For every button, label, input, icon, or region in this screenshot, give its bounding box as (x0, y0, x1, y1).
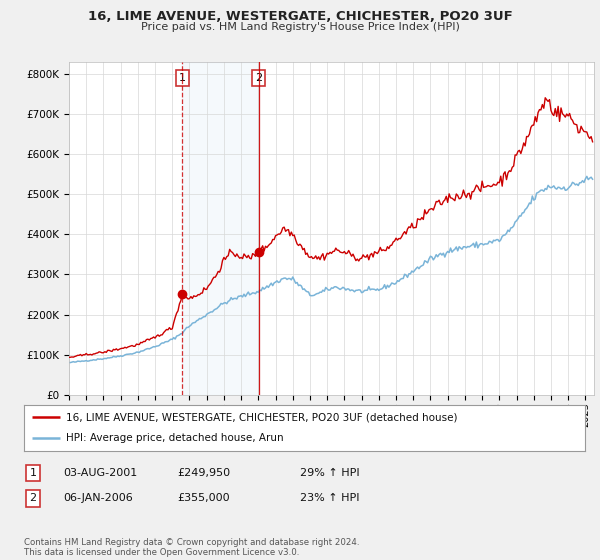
Text: 06-JAN-2006: 06-JAN-2006 (63, 493, 133, 503)
Text: 2: 2 (29, 493, 37, 503)
Text: HPI: Average price, detached house, Arun: HPI: Average price, detached house, Arun (66, 433, 284, 444)
Text: 29% ↑ HPI: 29% ↑ HPI (300, 468, 359, 478)
Text: 16, LIME AVENUE, WESTERGATE, CHICHESTER, PO20 3UF (detached house): 16, LIME AVENUE, WESTERGATE, CHICHESTER,… (66, 412, 458, 422)
Text: 16, LIME AVENUE, WESTERGATE, CHICHESTER, PO20 3UF: 16, LIME AVENUE, WESTERGATE, CHICHESTER,… (88, 10, 512, 23)
Text: 1: 1 (29, 468, 37, 478)
Text: Contains HM Land Registry data © Crown copyright and database right 2024.
This d: Contains HM Land Registry data © Crown c… (24, 538, 359, 557)
Bar (182, 62, 259, 395)
Text: 23% ↑ HPI: 23% ↑ HPI (300, 493, 359, 503)
Text: £249,950: £249,950 (177, 468, 230, 478)
Text: 1: 1 (179, 73, 186, 83)
Text: Price paid vs. HM Land Registry's House Price Index (HPI): Price paid vs. HM Land Registry's House … (140, 22, 460, 32)
Text: £355,000: £355,000 (177, 493, 230, 503)
Text: 2: 2 (255, 73, 262, 83)
Text: 03-AUG-2001: 03-AUG-2001 (63, 468, 137, 478)
